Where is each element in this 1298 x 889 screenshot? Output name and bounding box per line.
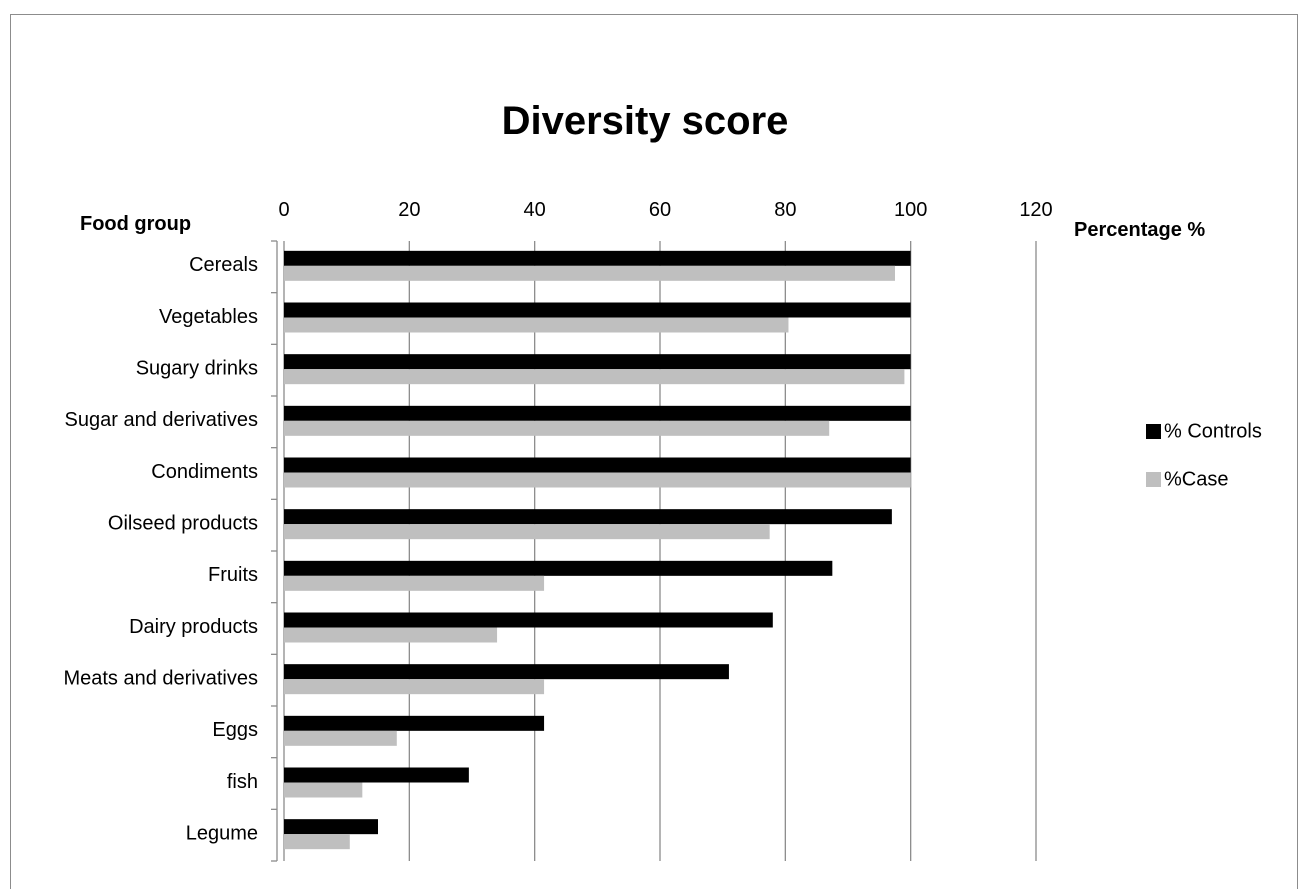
bar-controls — [284, 560, 833, 576]
x-tick-label-40: 40 — [524, 199, 546, 221]
category-label: Oilseed products — [108, 512, 258, 534]
bar-controls — [284, 612, 773, 628]
x-tick-label-20: 20 — [398, 199, 420, 221]
bar-case — [284, 369, 905, 385]
x-tick-label-120: 120 — [1019, 199, 1052, 221]
category-label: Dairy products — [129, 616, 258, 638]
category-label: Meats and derivatives — [63, 667, 258, 689]
bar-controls — [284, 715, 545, 731]
bar-case — [284, 782, 363, 798]
bar-case — [284, 472, 911, 488]
category-label: Legume — [186, 822, 258, 844]
bar-case — [284, 420, 830, 436]
legend-entry: % Controls — [1164, 420, 1262, 442]
bar-controls — [284, 767, 469, 783]
x-tick-label-0: 0 — [278, 199, 289, 221]
bar-controls — [284, 354, 911, 370]
bar-case — [284, 575, 545, 591]
category-label: fish — [227, 771, 258, 793]
category-label: Cereals — [189, 254, 258, 276]
x-tick-label-60: 60 — [649, 199, 671, 221]
bar-controls — [284, 664, 729, 680]
bar-case — [284, 834, 350, 850]
x-tick-labels: 0 20 40 60 80 100 120 — [278, 199, 1052, 221]
legend-swatch — [1146, 472, 1161, 487]
legend-swatch — [1146, 424, 1161, 439]
bar-case — [284, 730, 397, 746]
chart-title: Diversity score — [502, 99, 789, 143]
category-label: Fruits — [208, 564, 258, 586]
bar-controls — [284, 819, 378, 835]
bars — [284, 250, 911, 850]
bar-controls — [284, 250, 911, 266]
x-tick-label-100: 100 — [894, 199, 927, 221]
category-label: Eggs — [212, 719, 258, 741]
category-label: Vegetables — [159, 306, 258, 328]
bar-controls — [284, 457, 911, 473]
bar-case — [284, 627, 498, 643]
bar-controls — [284, 509, 892, 525]
bar-controls — [284, 302, 911, 318]
x-axis-title: Percentage % — [1074, 219, 1205, 241]
gridlines — [271, 240, 1037, 862]
category-label: Sugar and derivatives — [65, 409, 258, 431]
legend: % Controls %Case — [1146, 420, 1262, 490]
bar-case — [284, 524, 770, 540]
category-label: Condiments — [151, 461, 258, 483]
legend-entry: %Case — [1164, 468, 1228, 490]
category-label: Sugary drinks — [136, 357, 258, 379]
bar-case — [284, 265, 895, 281]
category-labels: Cereals Vegetables Sugary drinks Sugar and … — [63, 254, 258, 844]
bar-controls — [284, 405, 911, 421]
x-tick-label-80: 80 — [774, 199, 796, 221]
bar-case — [284, 317, 789, 333]
y-axis-title: Food group — [80, 213, 191, 235]
bar-case — [284, 679, 545, 695]
